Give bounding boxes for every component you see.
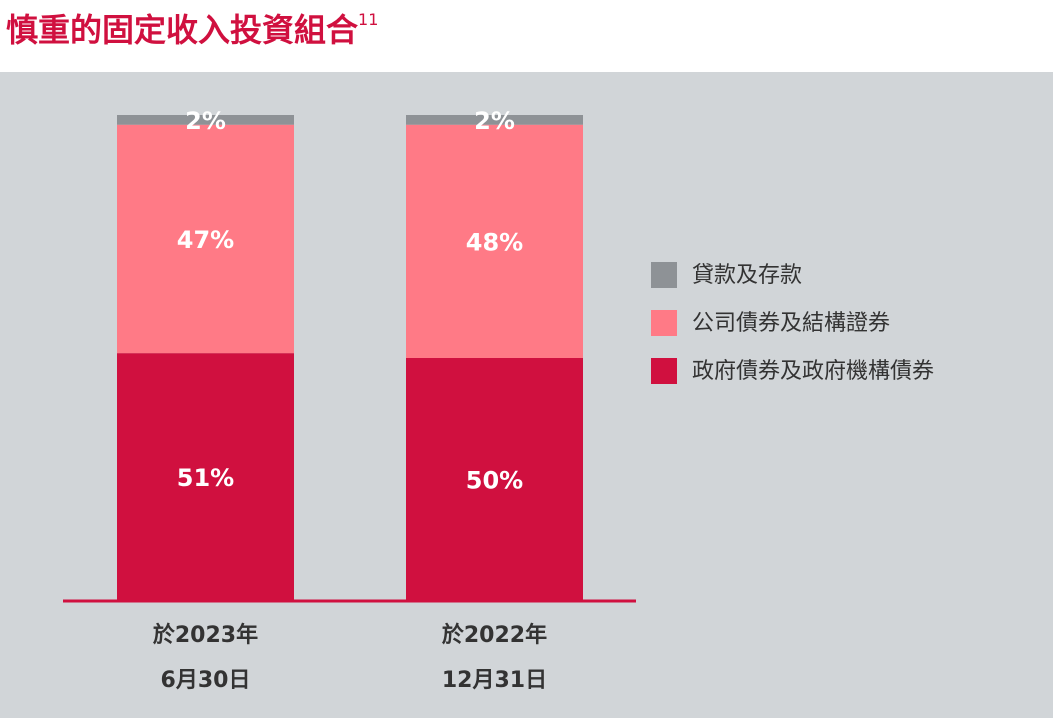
x-tick-label: 於2022年 [442, 622, 547, 648]
legend-label: 貸款及存款 [692, 263, 802, 288]
legend-swatch [651, 358, 677, 384]
chart-title: 慎重的固定收入投資組合11 [6, 10, 378, 50]
data-label: 2% [474, 107, 515, 135]
data-label: 47% [177, 226, 234, 254]
title-text: 慎重的固定收入投資組合 [6, 11, 358, 49]
x-tick-label: 12月31日 [442, 668, 547, 693]
x-tick-label: 6月30日 [161, 668, 251, 693]
data-label: 51% [177, 464, 234, 492]
legend-swatch [651, 310, 677, 336]
legend-label: 公司債券及結構證券 [692, 311, 890, 336]
data-label: 2% [185, 107, 226, 135]
bar-segment [406, 358, 583, 601]
legend-label: 政府債券及政府機構債券 [692, 359, 934, 384]
title-superscript: 11 [358, 10, 378, 29]
data-label: 48% [466, 228, 523, 256]
bar-segment [117, 353, 294, 601]
bar-segment [117, 115, 294, 125]
legend-swatch [651, 262, 677, 288]
bar-segment [117, 124, 294, 354]
bar-segment [406, 124, 583, 358]
data-label: 50% [466, 467, 523, 495]
bar-segment [406, 115, 583, 125]
x-tick-label: 於2023年 [153, 622, 258, 648]
